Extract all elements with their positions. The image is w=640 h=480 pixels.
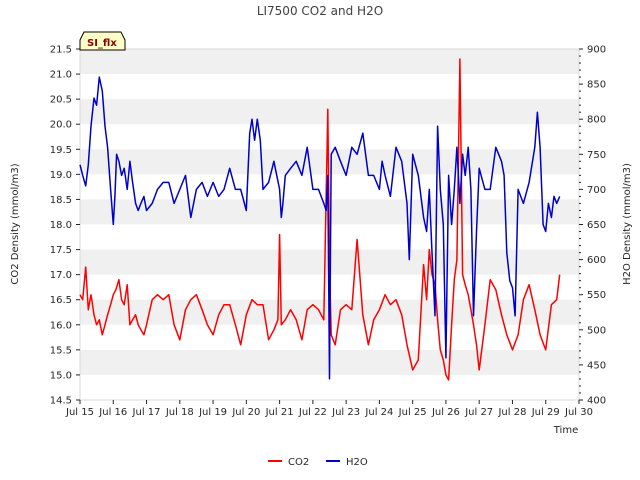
y-left-tick-label: 15.5 [50,345,72,356]
y-left-tick-label: 20.0 [50,120,72,131]
y-axis-right: 400 450 500 550 600 650 700 750 800 850 900 [579,45,606,407]
x-axis-label: Time [553,425,578,436]
y-axis-left: 14.5 15.0 15.5 16.0 16.5 17.0 17.5 18.0 18.5 19.0… [50,45,80,407]
y-left-tick-label: 17.0 [50,270,72,281]
y-right-tick-label: 800 [587,115,606,126]
y-left-tick-label: 21.5 [50,45,72,56]
x-tick-label: Jul 19 [198,407,227,418]
y-left-tick-label: 20.5 [50,95,72,106]
y-right-tick-label: 700 [587,185,606,196]
x-tick-label: Jul 18 [165,407,194,418]
x-tick-label: Jul 28 [497,407,526,418]
x-tick-label: Jul 30 [564,407,593,418]
series-line-h2o [79,76,561,380]
y-left-tick-label: 16.0 [50,320,72,331]
y-axis-left-label: CO2 Density (mmol/m3) [10,163,21,284]
y-right-tick-label: 750 [587,150,606,161]
badge-label: SI_flx [87,38,117,49]
x-tick-label: Jul 26 [431,407,460,418]
x-tick-label: Jul 16 [98,407,127,418]
y-right-tick-label: 900 [587,45,606,56]
y-left-tick-label: 19.0 [50,170,72,181]
y-left-tick-label: 16.5 [50,295,72,306]
chart-title: LI7500 CO2 and H2O [257,4,383,18]
series-layer [79,58,561,381]
x-tick-label: Jul 21 [265,407,294,418]
x-tick-label: Jul 20 [231,407,260,418]
grid-band [80,99,579,125]
y-left-tick-label: 17.5 [50,245,72,256]
y-right-tick-label: 450 [587,360,606,371]
x-axis: Jul 15 Jul 16 Jul 17 Jul 18 Jul 19 Jul 20 Jul … [65,400,593,418]
x-tick-label: Jul 22 [298,407,327,418]
site-badge: SI_flx [79,31,126,51]
x-tick-label: Jul 17 [132,407,161,418]
x-tick-label: Jul 23 [331,407,360,418]
legend-co2-label: CO2 [288,457,309,468]
legend-h2o-label: H2O [346,457,368,468]
legend: CO2 H2O [268,457,368,468]
x-tick-label: Jul 27 [464,407,493,418]
y-left-tick-label: 15.0 [50,370,72,381]
x-tick-label: Jul 15 [65,407,94,418]
grid-band [80,49,579,75]
x-tick-label: Jul 24 [364,407,393,418]
x-tick-label: Jul 25 [398,407,427,418]
y-left-tick-label: 18.0 [50,220,72,231]
y-axis-right-label: H2O Density (mmol/m3) [622,163,633,285]
y-left-tick-label: 21.0 [50,70,72,81]
y-right-tick-label: 650 [587,220,606,231]
y-right-tick-label: 400 [587,396,606,407]
x-tick-label: Jul 29 [531,407,560,418]
grid-band [80,149,579,175]
badge-box [79,31,126,51]
series-line-co2 [79,58,561,381]
y-right-tick-label: 600 [587,255,606,266]
y-right-tick-label: 850 [587,80,606,91]
y-left-tick-label: 18.5 [50,195,72,206]
y-right-tick-label: 500 [587,325,606,336]
y-left-tick-label: 14.5 [50,396,72,407]
y-right-tick-label: 550 [587,290,606,301]
y-left-tick-label: 19.5 [50,145,72,156]
